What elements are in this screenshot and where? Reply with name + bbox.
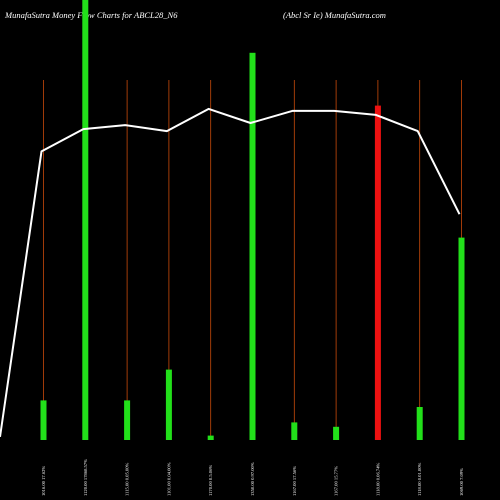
bar-up [165,369,172,440]
x-tick-label: 1101.00 0.04.00% [166,462,171,496]
chart-site-title: (Abcl Sr Ie) MunafaSutra.com [283,10,386,20]
bar-down [374,105,381,440]
x-tick-label: 1016.00 17.62% [41,466,46,496]
bar-up [416,407,423,440]
price-line [0,107,461,438]
chart-title: MunafaSutra Money Flow Charts for ABCL28… [4,10,178,20]
bars-group [40,0,465,441]
bar-up [458,237,465,440]
x-tick-label: 1120.00 17868.57% [83,459,88,496]
x-tick-label: 1167.00 15.77% [334,466,339,496]
x-tick-label: 1118.00 0.06.74% [375,462,380,496]
x-tick-label: 1069.00 7.09% [459,468,464,496]
bar-up [207,435,214,440]
bar-up [40,400,47,440]
x-tick-label: 1167.00 17.56% [292,466,297,496]
x-tick-label: 1115.00 0.05.00% [125,462,130,496]
bar-up [124,400,131,440]
x-tick-label: 1170.00 0.5.06% [208,465,213,496]
x-tick-label: 1118.00 0.01.00% [417,462,422,496]
x-tick-label: 1350.00 0.97.00% [250,462,255,496]
bar-up [291,422,298,440]
bar-up [333,426,340,440]
bar-up [249,52,256,441]
bar-up [82,0,89,440]
price-line-group [0,107,461,438]
x-axis-labels: 1016.00 17.62% 1120.00 17868.57% 1115.00 0… [41,459,464,496]
